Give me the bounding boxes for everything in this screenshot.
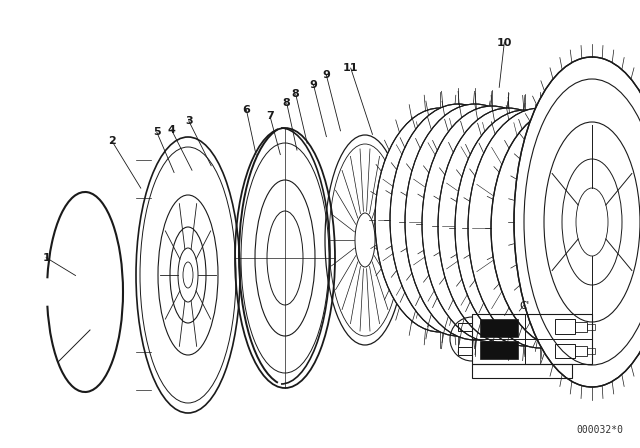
Ellipse shape (390, 104, 526, 336)
Ellipse shape (375, 108, 505, 332)
Ellipse shape (438, 108, 578, 344)
Bar (575, 322, 587, 332)
Ellipse shape (455, 110, 595, 346)
Ellipse shape (405, 104, 545, 340)
Bar (555, 344, 575, 358)
Text: 8: 8 (292, 89, 300, 99)
Text: C': C' (520, 301, 530, 311)
Bar (458, 323, 472, 331)
Text: 2: 2 (108, 136, 116, 146)
Bar (472, 314, 592, 364)
Bar (472, 364, 572, 378)
Bar (587, 348, 595, 354)
Ellipse shape (491, 108, 635, 348)
Text: 7: 7 (266, 112, 274, 121)
Text: 4: 4 (168, 125, 175, 135)
Text: 8: 8 (283, 98, 291, 108)
Text: 1: 1 (42, 253, 50, 263)
Bar (458, 347, 472, 355)
Text: 3: 3 (185, 116, 193, 126)
Bar (480, 319, 518, 337)
Text: 5: 5 (153, 127, 161, 137)
Ellipse shape (468, 108, 612, 348)
Bar (555, 319, 575, 334)
Text: 9: 9 (323, 70, 330, 80)
Ellipse shape (514, 57, 640, 387)
Text: 9: 9 (310, 80, 317, 90)
Ellipse shape (422, 106, 562, 342)
Text: 10: 10 (497, 38, 512, 47)
Bar (575, 346, 587, 356)
Bar (587, 324, 595, 330)
Text: 11: 11 (343, 63, 358, 73)
Ellipse shape (391, 164, 435, 280)
Bar (480, 341, 518, 359)
Text: 000032*0: 000032*0 (577, 425, 623, 435)
Text: 6: 6 (243, 105, 250, 115)
